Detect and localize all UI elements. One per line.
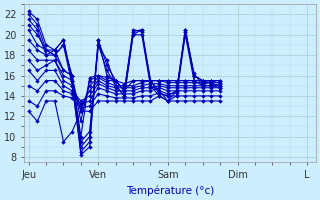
X-axis label: Température (°c): Température (°c) (126, 185, 214, 196)
